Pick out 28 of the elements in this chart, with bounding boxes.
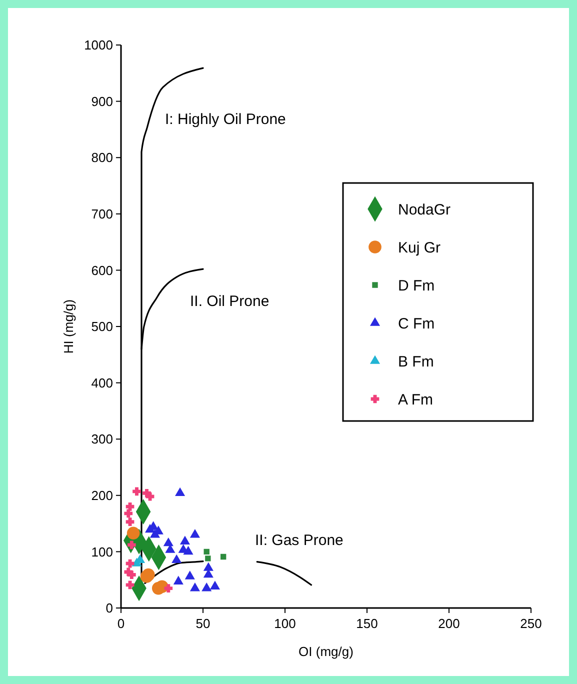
annotation: II: Gas Prone	[255, 532, 344, 549]
y-tick-label: 100	[91, 544, 113, 560]
x-tick-label: 0	[117, 616, 125, 631]
y-tick-label: 0	[106, 600, 113, 616]
legend-label: B Fm	[398, 353, 434, 370]
y-tick-label: 300	[91, 432, 113, 447]
y-tick-label: 400	[91, 375, 113, 390]
legend-label: Kuj Gr	[398, 239, 441, 256]
x-axis-title: OI (mg/g)	[298, 644, 354, 659]
annotation: I: Highly Oil Prone	[165, 111, 286, 128]
x-tick-label: 50	[196, 616, 210, 631]
y-tick-label: 200	[91, 488, 113, 503]
y-tick-label: 800	[91, 150, 113, 166]
legend-label: NodaGr	[398, 201, 451, 218]
legend-label: D Fm	[398, 277, 435, 294]
y-tick-label: 500	[91, 319, 113, 334]
y-tick-label: 1000	[84, 38, 113, 53]
y-tick-label: 600	[91, 262, 113, 278]
legend-label: C Fm	[398, 315, 435, 332]
annotation: II. Oil Prone	[190, 293, 270, 310]
y-tick-label: 700	[91, 206, 113, 222]
x-tick-label: 150	[356, 616, 378, 631]
y-tick-label: 900	[91, 94, 113, 109]
x-tick-label: 200	[438, 616, 460, 631]
legend-label: A Fm	[398, 391, 434, 408]
y-axis-title: HI (mg/g)	[61, 299, 76, 354]
x-tick-label: 100	[274, 616, 296, 631]
x-tick-label: 250	[520, 616, 542, 631]
